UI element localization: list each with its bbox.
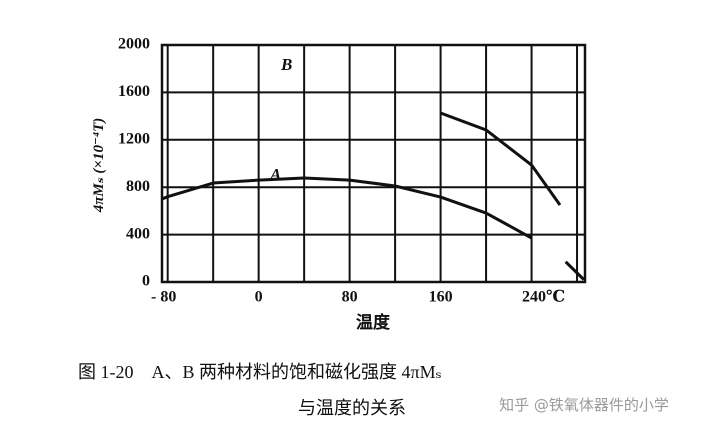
line-series (161, 176, 585, 281)
caption: 与温度的关系 (298, 398, 406, 418)
x-tick-label: 160 (429, 289, 453, 306)
x-tick-label: 80 (342, 289, 358, 306)
y-tick-label: 2000 (118, 36, 150, 53)
y-tick-label: 400 (126, 225, 150, 242)
y-tick-label: 1200 (118, 130, 150, 147)
y-tick-label: 1600 (118, 83, 150, 100)
y-tick-label: 800 (126, 178, 150, 195)
series-label: B (280, 55, 292, 74)
x-tick-label: - 80 (151, 289, 176, 306)
y-tick-label: 0 (142, 273, 150, 290)
series-label: A (269, 165, 281, 184)
x-tick-label: 0 (255, 289, 263, 306)
x-tick-label: 240℃ (522, 289, 565, 306)
x-axis-label: 温度 (356, 312, 391, 332)
plot-frame (160, 43, 587, 284)
y-axis-label: 4πMₛ (×10⁻⁴T) (91, 118, 107, 214)
caption: 图 1-20 A、B 两种材料的饱和磁化强度 4πMₛ (78, 362, 442, 382)
watermark: 知乎 @铁氧体器件的小学 (499, 396, 669, 414)
